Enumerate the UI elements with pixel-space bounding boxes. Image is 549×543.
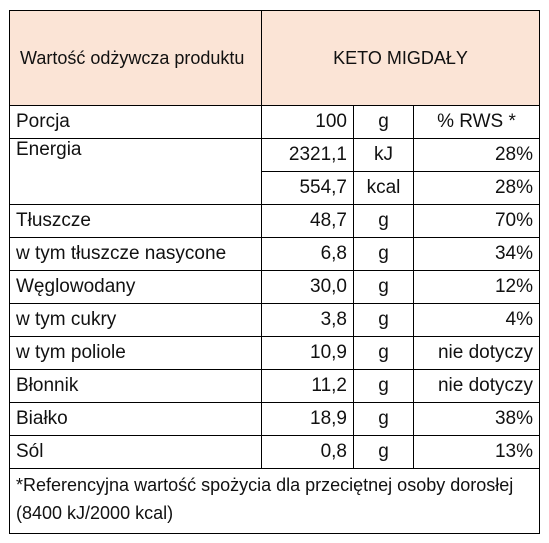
energy-kcal-rws: 28% (413, 171, 540, 205)
nutrient-unit: g (353, 369, 414, 403)
nutrient-value: 48,7 (261, 204, 354, 238)
nutrient-value: 11,2 (261, 369, 354, 403)
nutrient-label: w tym poliole (9, 336, 262, 370)
nutrient-unit: g (353, 204, 414, 238)
nutrient-rws: nie dotyczy (413, 336, 540, 370)
energy-kj-unit: kJ (353, 138, 414, 172)
energy-kj-value: 2321,1 (261, 138, 354, 172)
energy-row-kcal: 554,7 kcal 28% (10, 171, 540, 205)
nutrient-label: w tym tłuszcze nasycone (9, 237, 262, 271)
footnote-row: *Referencyjna wartość spożycia dla przec… (9, 468, 540, 534)
nutrient-rws: 38% (413, 402, 540, 436)
table-row: w tym tłuszcze nasycone 6,8 g 34% (9, 237, 540, 271)
nutrient-rws: 34% (413, 237, 540, 271)
nutrient-unit: g (353, 270, 414, 304)
nutrient-value: 10,9 (261, 336, 354, 370)
nutrient-unit: g (353, 303, 414, 337)
energy-kcal-unit: kcal (353, 171, 414, 205)
table-row: Tłuszcze 48,7 g 70% (9, 204, 540, 238)
portion-value: 100 (261, 105, 354, 139)
nutrition-table: Wartość odżywcza produktu KETO MIGDAŁY P… (9, 10, 540, 534)
energy-label: Energia (9, 138, 262, 205)
nutrient-rws: 4% (413, 303, 540, 337)
nutrient-rws: nie dotyczy (413, 369, 540, 403)
nutrient-value: 18,9 (261, 402, 354, 436)
nutrient-value: 0,8 (261, 435, 354, 469)
nutrient-rws: 13% (413, 435, 540, 469)
energy-kcal-value: 554,7 (261, 171, 354, 205)
energy-row-kj: Energia 2321,1 kJ 28% (9, 138, 540, 205)
nutrient-unit: g (353, 435, 414, 469)
table-row: Węglowodany 30,0 g 12% (9, 270, 540, 304)
nutrient-rws: 70% (413, 204, 540, 238)
nutrient-value: 30,0 (261, 270, 354, 304)
nutrient-label: Błonnik (9, 369, 262, 403)
nutrient-rws: 12% (413, 270, 540, 304)
nutrient-label: Węglowodany (9, 270, 262, 304)
nutrient-value: 6,8 (261, 237, 354, 271)
nutrient-label: Tłuszcze (9, 204, 262, 238)
table-row: Błonnik 11,2 g nie dotyczy (9, 369, 540, 403)
energy-kj-rws: 28% (413, 138, 540, 172)
nutrient-label: Białko (9, 402, 262, 436)
nutrient-label: Sól (9, 435, 262, 469)
table-row: w tym poliole 10,9 g nie dotyczy (9, 336, 540, 370)
nutrient-unit: g (353, 402, 414, 436)
table-row: Białko 18,9 g 38% (9, 402, 540, 436)
footnote: *Referencyjna wartość spożycia dla przec… (9, 468, 540, 534)
portion-label: Porcja (9, 105, 262, 139)
table-row: Sól 0,8 g 13% (9, 435, 540, 469)
nutrient-unit: g (353, 237, 414, 271)
portion-row: Porcja 100 g % RWS * (9, 105, 540, 139)
header-label: Wartość odżywcza produktu (9, 10, 262, 106)
rws-header: % RWS * (413, 105, 540, 139)
nutrient-unit: g (353, 336, 414, 370)
portion-unit: g (353, 105, 414, 139)
nutrient-label: w tym cukry (9, 303, 262, 337)
header-row: Wartość odżywcza produktu KETO MIGDAŁY (9, 10, 540, 106)
nutrient-value: 3,8 (261, 303, 354, 337)
product-name: KETO MIGDAŁY (261, 10, 540, 106)
table-row: w tym cukry 3,8 g 4% (9, 303, 540, 337)
